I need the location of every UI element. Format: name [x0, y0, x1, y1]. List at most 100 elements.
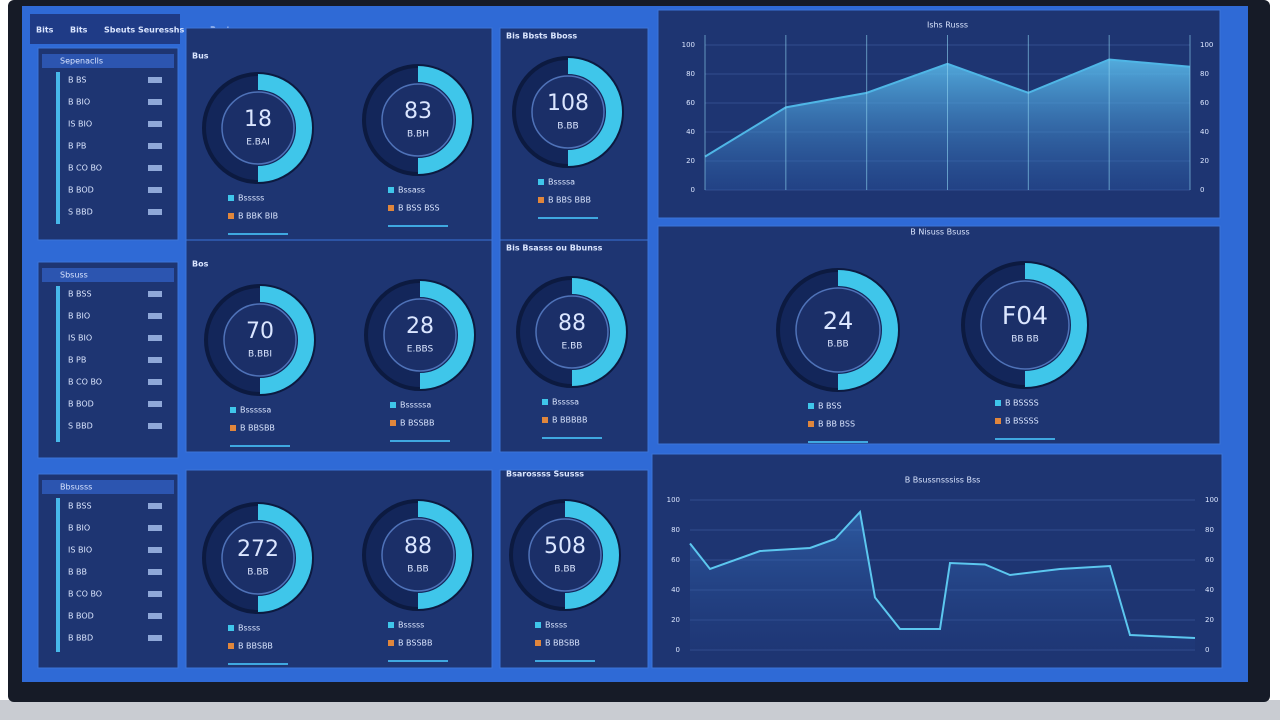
sidebar-rail — [56, 498, 60, 652]
sidebar-item[interactable]: B CO BO — [68, 378, 102, 387]
sidebar-item[interactable]: B PB — [68, 356, 86, 365]
panel-header: Bus — [192, 52, 209, 61]
y-tick-label: 60 — [671, 556, 680, 564]
panel-header: Bis Bbsts Bboss — [506, 32, 577, 41]
sidebar-icon — [148, 143, 162, 149]
y-tick-label: 80 — [671, 526, 680, 534]
y-tick-label-right: 0 — [1200, 186, 1204, 194]
tab[interactable]: Bits — [70, 26, 88, 35]
y-tick-label-right: 40 — [1205, 586, 1214, 594]
legend-swatch — [228, 195, 234, 201]
gauge-arc — [567, 58, 622, 166]
gauge-value: 88 — [404, 534, 432, 559]
y-tick-label: 20 — [671, 616, 680, 624]
legend-swatch — [390, 420, 396, 426]
legend-swatch — [808, 403, 814, 409]
tab[interactable]: Bits — [36, 26, 54, 35]
legend-swatch — [228, 625, 234, 631]
gauge-caption: B BBSBB — [545, 639, 580, 648]
gauge-sub: E.BBS — [407, 345, 434, 355]
gauge-inner — [531, 75, 605, 149]
gauge-caption: B BBSBB — [238, 642, 273, 651]
gauge-arc — [1024, 263, 1087, 387]
sidebar-item[interactable]: IS BIO — [68, 334, 92, 343]
sidebar-item[interactable]: B BB — [68, 568, 87, 577]
legend-swatch — [535, 622, 541, 628]
legend-swatch — [230, 425, 236, 431]
sidebar-item[interactable]: B BBD — [68, 634, 93, 643]
sidebar-icon — [148, 99, 162, 105]
gauge-caption: B BBBBB — [552, 416, 587, 425]
sidebar-icon — [148, 423, 162, 429]
gauge-caption: B BSSBB — [400, 419, 435, 428]
sidebar-item[interactable]: B BOD — [68, 400, 94, 409]
panel-title: B Nisuss Bsuss — [910, 228, 969, 237]
sidebar-item[interactable]: S BBD — [68, 422, 93, 431]
sidebar-icon — [148, 547, 162, 553]
gauge-caption: Bsssssa — [240, 406, 271, 415]
gauge-caption: Bssssa — [552, 398, 579, 407]
gauge-value: 24 — [823, 307, 854, 335]
chart-title: B Bsussnsssiss Bss — [905, 476, 981, 485]
sidebar-item[interactable]: B CO BO — [68, 590, 102, 599]
gauge-caption: Bssass — [398, 186, 425, 195]
sidebar-item[interactable]: B BOD — [68, 612, 94, 621]
gauge-caption: B BSSSS — [1005, 417, 1039, 426]
gauge-caption: B BSSBB — [398, 639, 433, 648]
gauge-inner — [980, 280, 1070, 370]
sidebar-icon — [148, 77, 162, 83]
gauge-sub: B.BB — [827, 340, 848, 350]
sidebar-item[interactable]: B BSS — [68, 290, 92, 299]
gauge-value: 272 — [237, 537, 279, 562]
y-tick-label-right: 80 — [1200, 70, 1209, 78]
gauge-caption: Bssss — [238, 624, 260, 633]
tab[interactable]: Sbeuts Seuresshs — [104, 26, 184, 35]
sidebar-header — [42, 268, 174, 282]
sidebar-item[interactable]: B CO BO — [68, 164, 102, 173]
sidebar-item[interactable]: B PB — [68, 142, 86, 151]
sidebar-item[interactable]: B BSS — [68, 502, 92, 511]
sidebar-icon — [148, 635, 162, 641]
gauge-value: 83 — [404, 99, 432, 124]
sidebar-item[interactable]: S BBD — [68, 208, 93, 217]
gauge-inner — [223, 303, 297, 377]
y-tick-label: 80 — [686, 70, 695, 78]
gauge-value: 88 — [558, 311, 586, 336]
legend-swatch — [390, 402, 396, 408]
gauge-inner — [795, 287, 881, 373]
gauge-arc — [837, 270, 898, 390]
sidebar-item[interactable]: B BIO — [68, 312, 90, 321]
gauge-arc — [417, 66, 472, 174]
sidebar-item[interactable]: B BS — [68, 76, 86, 85]
sidebar-item[interactable]: B BOD — [68, 186, 94, 195]
y-tick-label: 40 — [671, 586, 680, 594]
legend-swatch — [535, 640, 541, 646]
gauge-arc — [257, 74, 312, 182]
sidebar-icon — [148, 165, 162, 171]
gauge-sub: BB BB — [1011, 335, 1039, 345]
gauge-caption: Bssssa — [548, 178, 575, 187]
y-tick-label-right: 20 — [1205, 616, 1214, 624]
sidebar-rail — [56, 286, 60, 442]
y-tick-label: 0 — [676, 646, 680, 654]
sidebar-icon — [148, 569, 162, 575]
gauge-inner — [221, 521, 295, 595]
sidebar-icon — [148, 591, 162, 597]
sidebar-title: Bbsusss — [60, 483, 92, 492]
sidebar-item[interactable]: IS BIO — [68, 546, 92, 555]
sidebar-item[interactable]: B BIO — [68, 98, 90, 107]
legend-swatch — [538, 197, 544, 203]
sidebar-item[interactable]: IS BIO — [68, 120, 92, 129]
sidebar-header — [42, 480, 174, 494]
y-tick-label-right: 60 — [1205, 556, 1214, 564]
legend-swatch — [808, 421, 814, 427]
y-tick-label: 20 — [686, 157, 695, 165]
y-tick-label-right: 20 — [1200, 157, 1209, 165]
y-tick-label: 100 — [667, 496, 680, 504]
y-tick-label: 100 — [682, 41, 695, 49]
sidebar-item[interactable]: B BIO — [68, 524, 90, 533]
sidebar-icon — [148, 401, 162, 407]
y-tick-label-right: 40 — [1200, 128, 1209, 136]
